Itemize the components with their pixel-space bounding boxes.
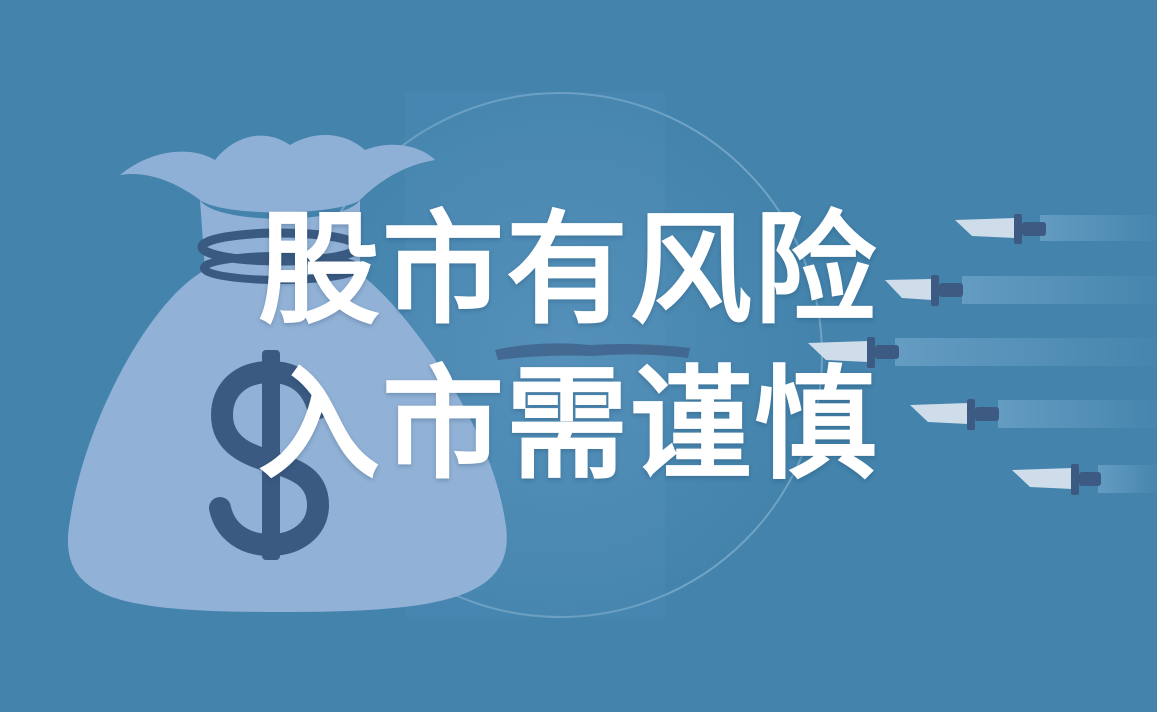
knife-icon (808, 337, 1157, 368)
knife-icon (1012, 464, 1157, 495)
headline-line-2: 入市需谨慎 (258, 354, 878, 496)
knife-icon (910, 399, 1157, 430)
knife-icon (955, 214, 1157, 244)
money-bag-icon (67, 134, 507, 612)
dollar-sign-icon (209, 350, 330, 560)
headline-line-1: 股市有风险 (258, 199, 878, 341)
knife-icon (885, 275, 1157, 306)
knives (808, 214, 1157, 495)
